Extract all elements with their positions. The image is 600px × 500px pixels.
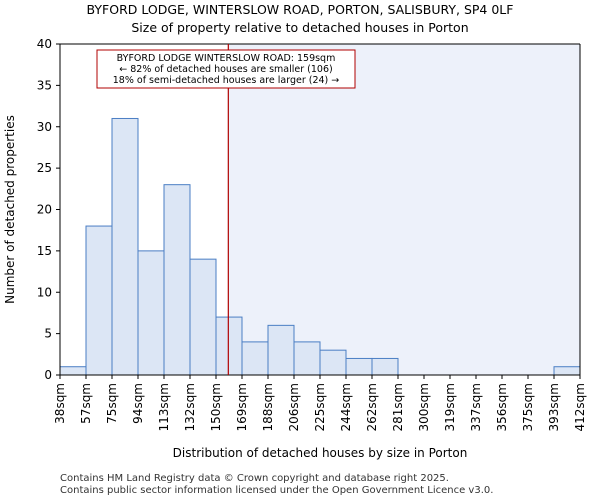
y-tick-label: 40 xyxy=(37,37,52,51)
x-tick-label: 188sqm xyxy=(261,383,275,431)
x-tick-label: 113sqm xyxy=(157,383,171,431)
x-tick-label: 75sqm xyxy=(105,383,119,424)
x-tick-label: 375sqm xyxy=(521,383,535,431)
histogram-bar xyxy=(267,324,295,376)
histogram-chart: 0 5 10 15 20 25 30 35 40 38sqm 57sqm 75sqm 94sqm 113… xyxy=(3,37,587,460)
x-tick-label: 169sqm xyxy=(235,383,249,431)
y-tick-label: 30 xyxy=(37,120,52,134)
x-tick-label: 57sqm xyxy=(79,383,93,424)
y-tick-label: 20 xyxy=(37,203,52,217)
x-tick-label: 244sqm xyxy=(339,383,353,431)
x-tick-label: 262sqm xyxy=(365,383,379,431)
y-tick-label: 35 xyxy=(37,78,52,92)
x-tick-label: 281sqm xyxy=(391,383,405,431)
x-tick-label: 150sqm xyxy=(209,383,223,431)
annotation-line-3: 18% of semi-detached houses are larger (… xyxy=(113,75,340,86)
x-tick-label: 393sqm xyxy=(547,383,561,431)
annotation-box xyxy=(96,49,356,89)
x-tick-label: 225sqm xyxy=(313,383,327,431)
x-axis-label: Distribution of detached houses by size … xyxy=(173,446,468,460)
annotation-line-2: ← 82% of detached houses are smaller (10… xyxy=(119,64,332,75)
histogram-bar xyxy=(553,366,581,376)
histogram-bar xyxy=(137,250,165,376)
x-tick-label: 300sqm xyxy=(417,383,431,431)
y-axis-label: Number of detached properties xyxy=(3,115,17,304)
histogram-bar xyxy=(163,184,191,376)
y-tick-label: 25 xyxy=(37,161,52,175)
x-tick-label: 337sqm xyxy=(469,383,483,431)
footer-line-2: Contains public sector information licen… xyxy=(60,485,494,496)
chart-title: BYFORD LODGE, WINTERSLOW ROAD, PORTON, S… xyxy=(86,2,514,17)
x-tick-label: 132sqm xyxy=(183,383,197,431)
x-tick-label: 38sqm xyxy=(53,383,67,424)
histogram-bar xyxy=(59,366,87,376)
larger-region-shade xyxy=(228,44,580,375)
histogram-bar xyxy=(345,357,373,376)
x-tick-label: 319sqm xyxy=(443,383,457,431)
y-tick-label: 5 xyxy=(44,327,52,341)
histogram-bar xyxy=(319,349,347,376)
histogram-bar xyxy=(371,357,399,376)
histogram-bar xyxy=(215,316,243,376)
chart-subtitle: Size of property relative to detached ho… xyxy=(131,20,469,35)
histogram-bar xyxy=(85,225,113,376)
y-tick-label: 10 xyxy=(37,285,52,299)
x-tick-label: 206sqm xyxy=(287,383,301,431)
annotation-line-1: BYFORD LODGE WINTERSLOW ROAD: 159sqm xyxy=(117,53,336,64)
histogram-bar xyxy=(189,258,217,376)
footer-line-1: Contains HM Land Registry data © Crown c… xyxy=(60,473,449,484)
x-tick-label: 412sqm xyxy=(573,383,587,431)
x-tick-label: 356sqm xyxy=(495,383,509,431)
histogram-bar xyxy=(111,117,139,376)
histogram-bar xyxy=(293,341,321,376)
x-tick-label: 94sqm xyxy=(131,383,145,424)
histogram-bar xyxy=(241,341,269,376)
y-tick-label: 0 xyxy=(44,368,52,382)
y-tick-label: 15 xyxy=(37,244,52,258)
